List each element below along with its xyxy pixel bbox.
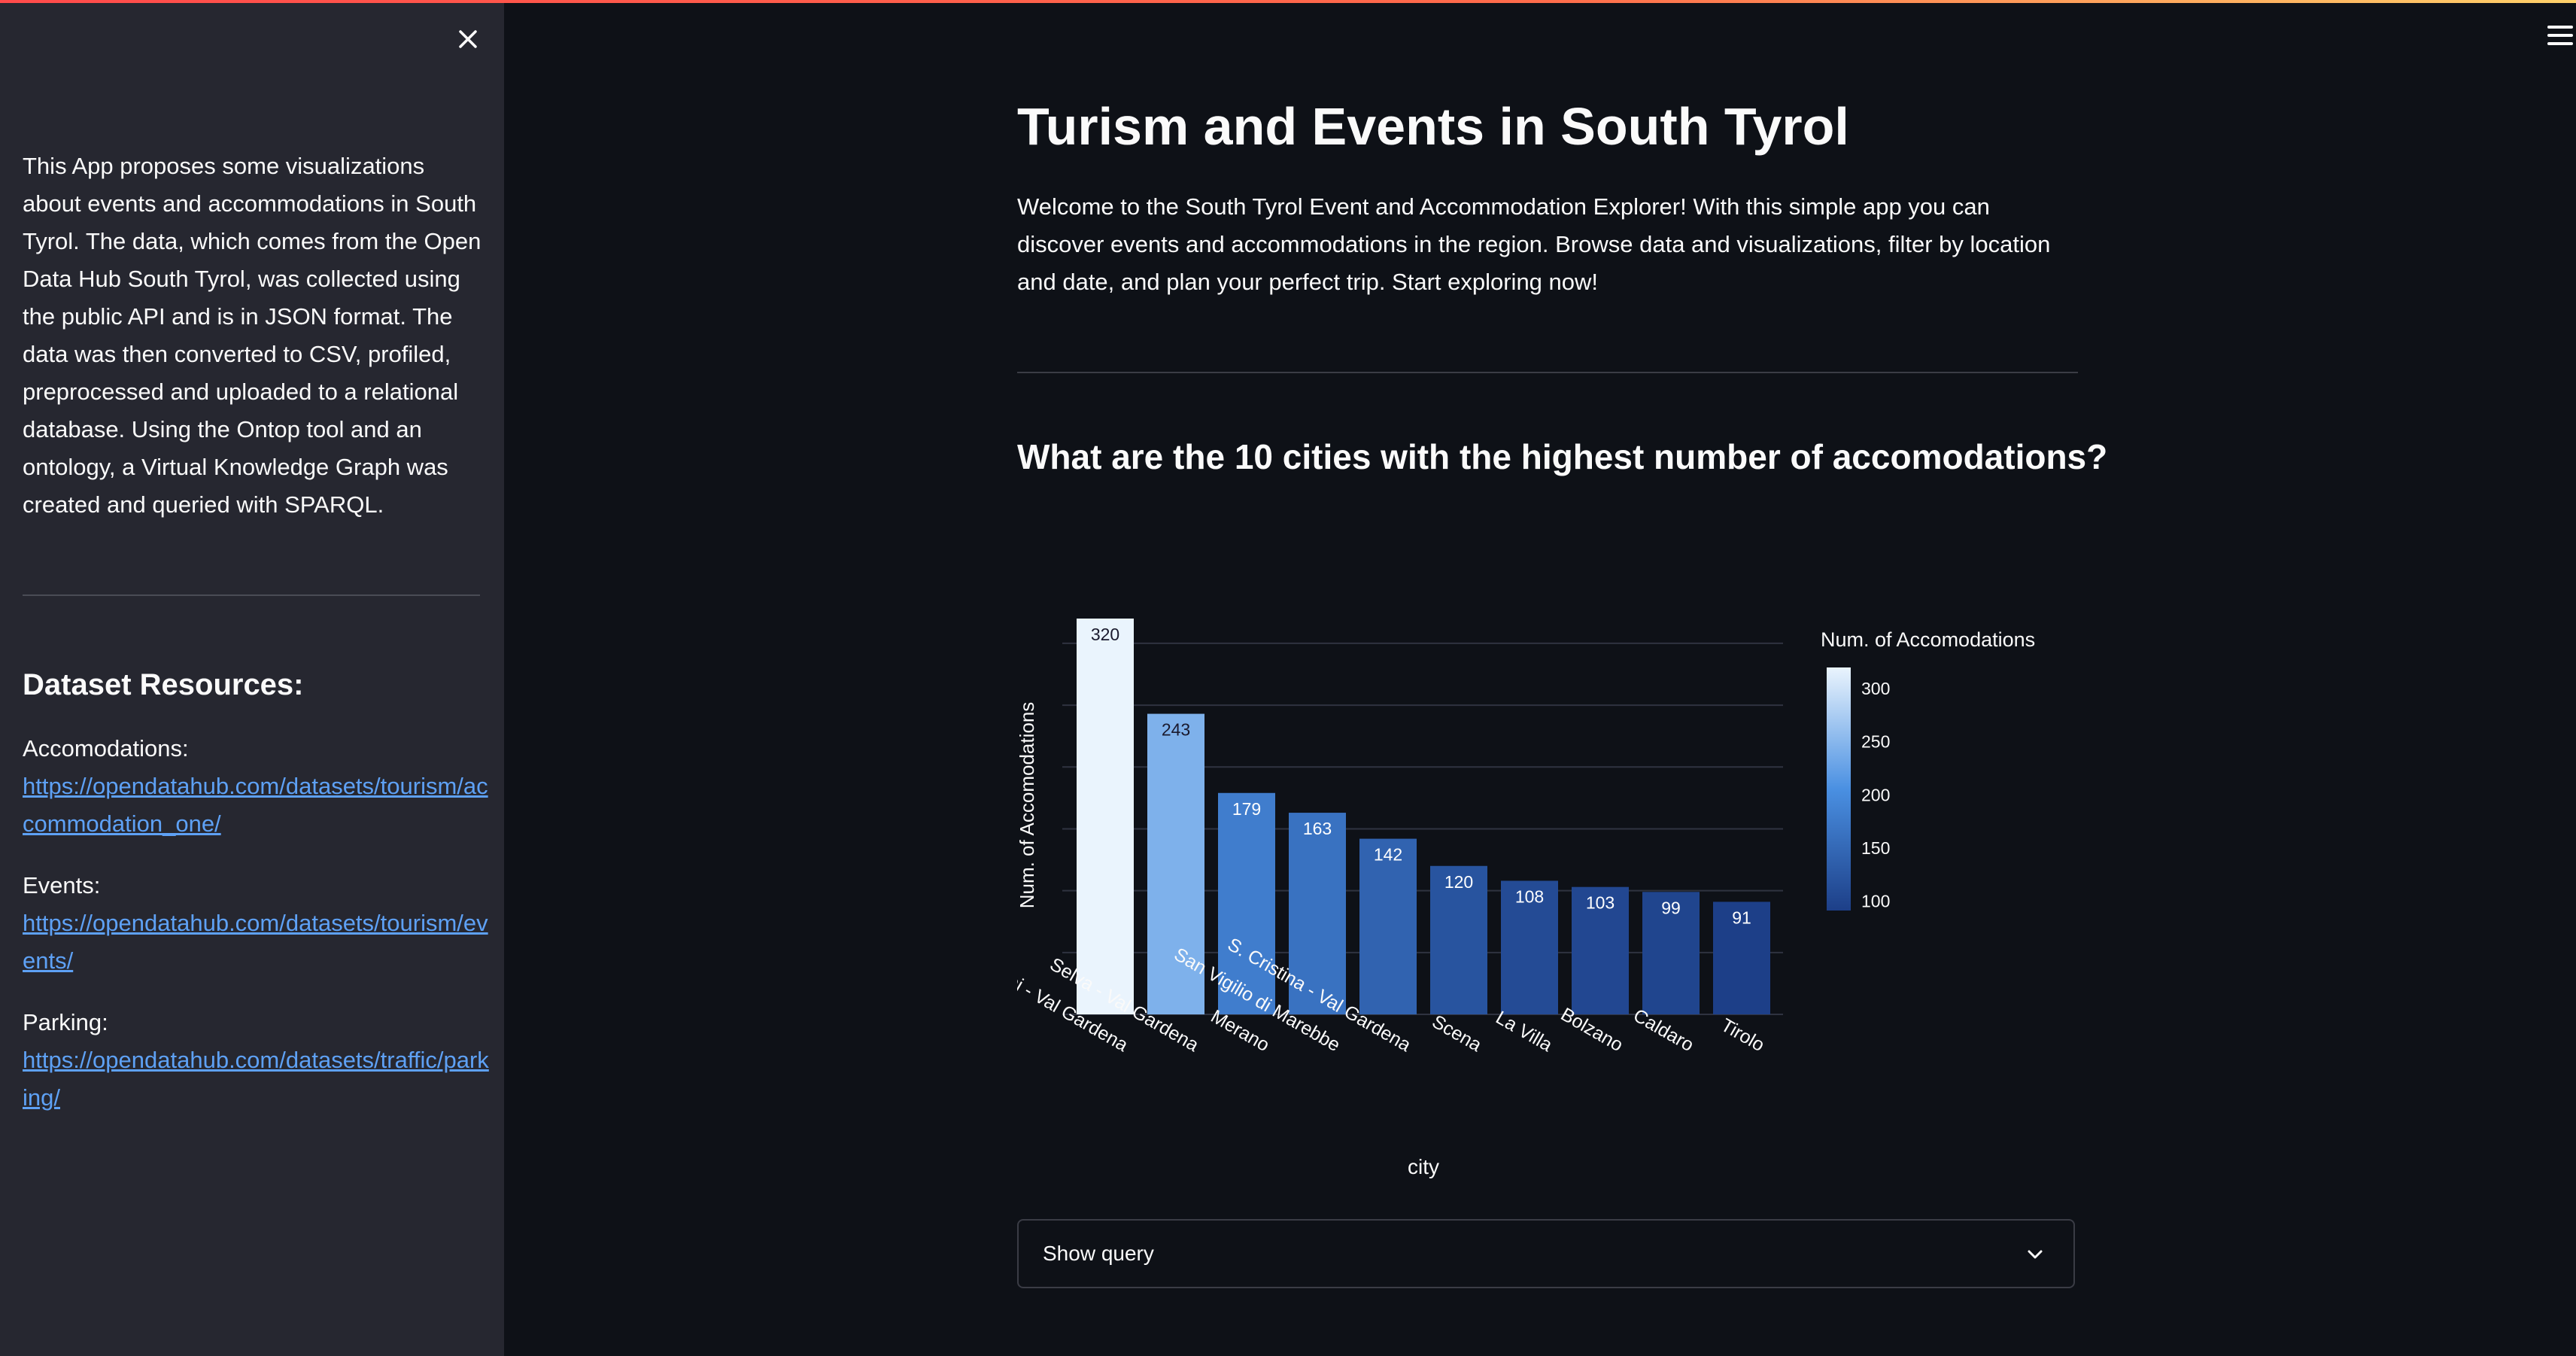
legend-tick-label: 100 — [1861, 891, 1890, 911]
resources-title: Dataset Resources: — [23, 668, 304, 701]
bar-value-label: 103 — [1586, 893, 1615, 913]
chevron-down-icon — [2028, 1250, 2043, 1259]
intro-text: Welcome to the South Tyrol Event and Acc… — [1017, 193, 2051, 295]
sidebar-description: This App proposes some visualizations ab… — [23, 153, 481, 518]
y-axis-title: Num. of Accomodations — [1017, 702, 1038, 909]
resource-label: Events: — [23, 872, 101, 898]
show-query-expander[interactable]: Show query — [1017, 1219, 2075, 1288]
close-icon[interactable] — [451, 23, 485, 56]
legend-tick-label: 250 — [1861, 732, 1890, 752]
bar[interactable] — [1713, 901, 1770, 1014]
bar[interactable] — [1077, 619, 1134, 1014]
bar[interactable] — [1289, 813, 1346, 1014]
expander-label: Show query — [1043, 1242, 1154, 1265]
bar[interactable] — [1147, 713, 1204, 1014]
bar-value-label: 142 — [1374, 845, 1402, 865]
legend-colorbar — [1827, 667, 1851, 911]
bar-value-label: 320 — [1091, 625, 1119, 644]
bar-value-label: 163 — [1303, 819, 1332, 838]
bar-value-label: 91 — [1732, 908, 1751, 927]
legend-tick-label: 300 — [1861, 679, 1890, 698]
x-tick-label: Scena — [1429, 1011, 1485, 1057]
bar[interactable] — [1501, 880, 1558, 1014]
bar-value-label: 243 — [1162, 720, 1190, 740]
resource-link-accommodations[interactable]: https://opendatahub.com/datasets/tourism… — [23, 773, 488, 837]
bar-value-label: 120 — [1444, 872, 1473, 892]
resource-label: Parking: — [23, 1009, 108, 1035]
x-axis-title: city — [1408, 1155, 1439, 1178]
bar[interactable] — [1359, 838, 1417, 1014]
resource-parking: Parking: https://opendatahub.com/dataset… — [23, 1004, 489, 1117]
resource-accommodations: Accomodations: https://opendatahub.com/d… — [23, 730, 489, 843]
resource-label: Accomodations: — [23, 735, 189, 762]
sidebar-divider — [23, 594, 480, 596]
bar-value-label: 179 — [1232, 799, 1261, 819]
bar[interactable] — [1430, 865, 1487, 1014]
legend-title: Num. of Accomodations — [1821, 628, 2035, 651]
hamburger-menu-icon[interactable] — [2547, 26, 2573, 48]
resource-link-events[interactable]: https://opendatahub.com/datasets/tourism… — [23, 910, 488, 974]
resource-link-parking[interactable]: https://opendatahub.com/datasets/traffic… — [23, 1047, 489, 1111]
main-divider — [1017, 372, 2078, 373]
bar[interactable] — [1218, 792, 1275, 1014]
top-decoration-bar — [0, 0, 2576, 3]
page-title: Turism and Events in South Tyrol — [1017, 97, 1849, 156]
legend-tick-label: 150 — [1861, 838, 1890, 858]
bar[interactable] — [1572, 886, 1629, 1014]
x-tick-label: Tirolo — [1718, 1014, 1768, 1056]
legend-tick-label: 200 — [1861, 785, 1890, 804]
bar[interactable] — [1642, 892, 1700, 1014]
bar-value-label: 108 — [1515, 886, 1544, 906]
sidebar: This App proposes some visualizations ab… — [0, 0, 504, 1356]
bar-value-label: 99 — [1661, 898, 1681, 917]
resource-events: Events: https://opendatahub.com/datasets… — [23, 867, 489, 980]
section-question: What are the 10 cities with the highest … — [1017, 437, 2108, 476]
